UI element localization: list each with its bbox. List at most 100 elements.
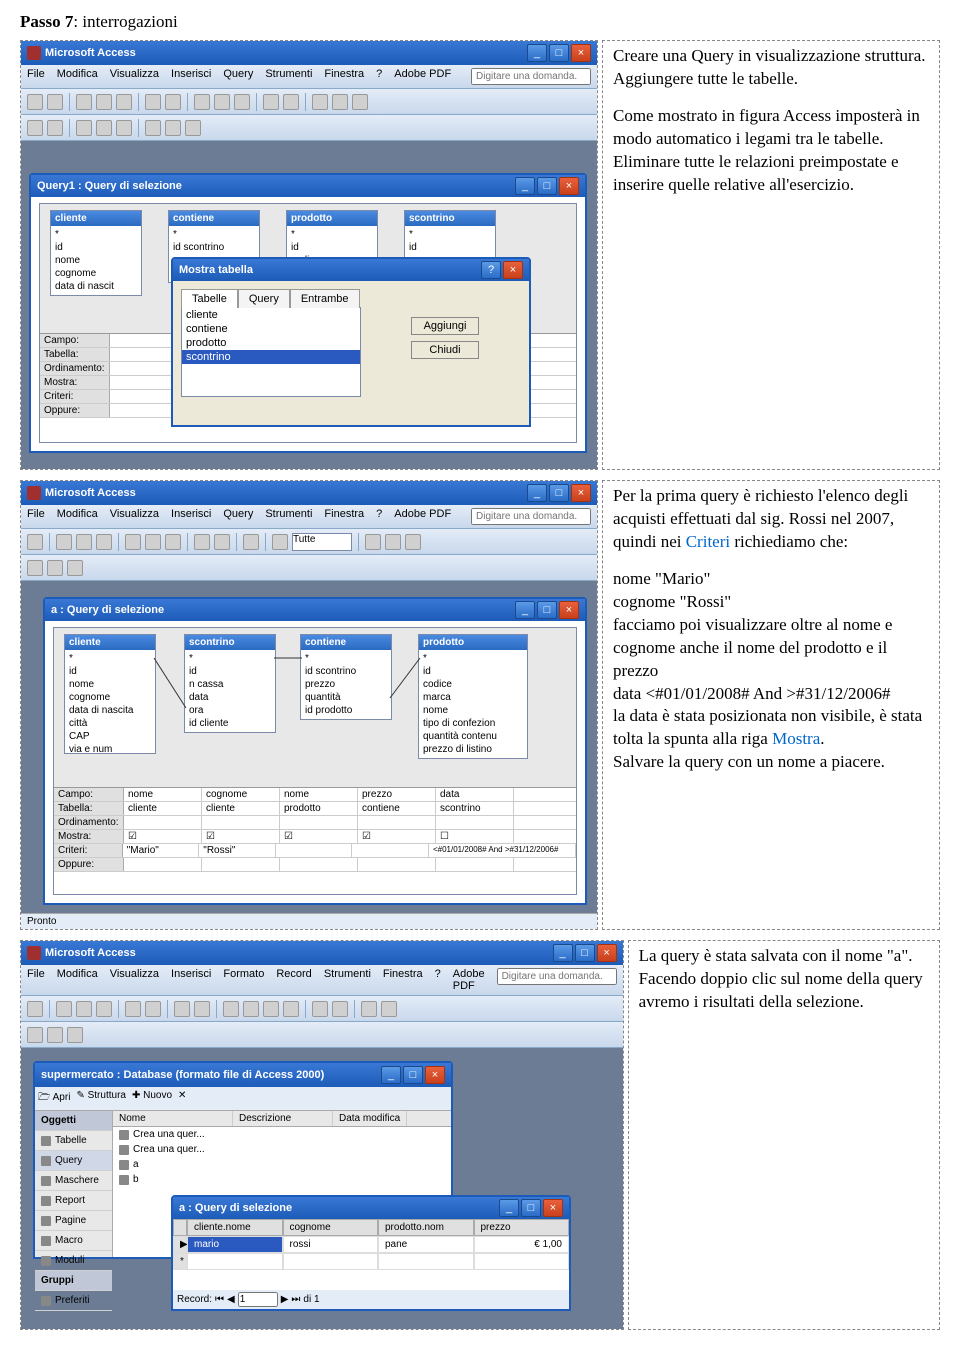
list-item[interactable]: prodotto <box>182 336 360 350</box>
col-header[interactable]: cognome <box>283 1219 379 1236</box>
tb-icon[interactable] <box>56 534 72 550</box>
col-header[interactable]: cliente.nome <box>187 1219 283 1236</box>
close-button[interactable]: × <box>597 944 617 962</box>
menu-window[interactable]: Finestra <box>324 68 364 85</box>
ask-input[interactable] <box>471 68 591 85</box>
minimize-button[interactable]: _ <box>553 944 573 962</box>
db-delete[interactable]: ✕ <box>178 1090 186 1107</box>
tb-icon[interactable] <box>165 534 181 550</box>
minimize-button[interactable]: _ <box>515 177 535 195</box>
tb-icon[interactable] <box>145 1001 161 1017</box>
tb-icon[interactable] <box>27 1001 43 1017</box>
tb-icon[interactable] <box>385 534 401 550</box>
sidebar-pages[interactable]: Pagine <box>35 1211 112 1231</box>
menu-query[interactable]: Query <box>223 508 253 525</box>
add-button[interactable]: Aggiungi <box>411 317 479 335</box>
menu-file[interactable]: File <box>27 508 45 525</box>
maximize-button[interactable]: □ <box>575 944 595 962</box>
db-design[interactable]: ✎ Struttura <box>76 1090 126 1107</box>
maximize-button[interactable]: □ <box>521 1199 541 1217</box>
tb-icon[interactable] <box>125 534 141 550</box>
minimize-button[interactable]: _ <box>499 1199 519 1217</box>
tb-icon[interactable] <box>76 94 92 110</box>
close-button[interactable]: × <box>503 261 523 279</box>
close-button[interactable]: × <box>571 484 591 502</box>
menu-view[interactable]: Visualizza <box>110 68 159 85</box>
close-button[interactable]: × <box>559 601 579 619</box>
tb-icon[interactable] <box>332 1001 348 1017</box>
tb-icon[interactable] <box>47 560 63 576</box>
tb-icon[interactable] <box>47 94 63 110</box>
tb-icon[interactable] <box>223 1001 239 1017</box>
tb-icon[interactable] <box>243 534 259 550</box>
list-item[interactable]: Crea una quer... <box>113 1142 451 1157</box>
tb-icon[interactable] <box>214 534 230 550</box>
tb-icon[interactable] <box>263 94 279 110</box>
tb-icon[interactable] <box>145 120 161 136</box>
maximize-button[interactable]: □ <box>403 1066 423 1084</box>
tb-icon[interactable] <box>96 120 112 136</box>
tb-icon[interactable] <box>116 94 132 110</box>
record-pos[interactable] <box>238 1292 278 1307</box>
menu-window[interactable]: Finestra <box>324 508 364 525</box>
tb-icon[interactable] <box>194 534 210 550</box>
db-new[interactable]: ✚ Nuovo <box>132 1090 172 1107</box>
tb-icon[interactable] <box>96 534 112 550</box>
menu-query[interactable]: Query <box>223 68 253 85</box>
list-item[interactable]: b <box>113 1172 451 1187</box>
maximize-button[interactable]: □ <box>549 44 569 62</box>
list-item[interactable]: cliente <box>182 308 360 322</box>
tab-both[interactable]: Entrambe <box>290 289 360 308</box>
menu-tools[interactable]: Strumenti <box>265 508 312 525</box>
list-item[interactable]: contiene <box>182 322 360 336</box>
tb-icon[interactable] <box>165 120 181 136</box>
tb-icon[interactable] <box>185 120 201 136</box>
tb-icon[interactable] <box>214 94 230 110</box>
menu-file[interactable]: File <box>27 68 45 85</box>
tb-icon[interactable] <box>76 1001 92 1017</box>
minimize-button[interactable]: _ <box>515 601 535 619</box>
tb-icon[interactable] <box>361 1001 377 1017</box>
tb-icon[interactable] <box>76 534 92 550</box>
fieldlist-prodotto[interactable]: prodotto *idcodicemarcanometipo di confe… <box>418 634 528 759</box>
tb-icon[interactable] <box>194 94 210 110</box>
menu-tools[interactable]: Strumenti <box>265 68 312 85</box>
close-button[interactable]: Chiudi <box>411 341 479 359</box>
tb-icon[interactable] <box>312 94 328 110</box>
menu-window[interactable]: Finestra <box>383 968 423 992</box>
maximize-button[interactable]: □ <box>537 601 557 619</box>
help-button[interactable]: ? <box>481 261 501 279</box>
fieldlist-cliente[interactable]: cliente *idnomecognomedata di nascitacit… <box>64 634 156 754</box>
tb-icon[interactable] <box>194 1001 210 1017</box>
tb-icon[interactable] <box>27 94 43 110</box>
menu-edit[interactable]: Modifica <box>57 968 98 992</box>
combo-all[interactable]: Tutte <box>292 533 352 551</box>
tb-icon[interactable] <box>47 120 63 136</box>
tb-icon[interactable] <box>283 1001 299 1017</box>
menu-view[interactable]: Visualizza <box>110 968 159 992</box>
cell[interactable]: mario <box>187 1236 283 1253</box>
tb-icon[interactable] <box>125 1001 141 1017</box>
menu-help[interactable]: ? <box>435 968 441 992</box>
sidebar-reports[interactable]: Report <box>35 1191 112 1211</box>
tab-queries[interactable]: Query <box>238 289 290 308</box>
menu-help[interactable]: ? <box>376 68 382 85</box>
fieldlist-contiene[interactable]: contiene *id scontrinoprezzoquantitàid p… <box>300 634 392 720</box>
minimize-button[interactable]: _ <box>527 44 547 62</box>
sidebar-modules[interactable]: Moduli <box>35 1251 112 1271</box>
tb-icon[interactable] <box>174 1001 190 1017</box>
menu-insert[interactable]: Inserisci <box>171 68 211 85</box>
menu-file[interactable]: File <box>27 968 45 992</box>
tb-icon[interactable] <box>27 560 43 576</box>
tb-icon[interactable] <box>352 94 368 110</box>
menu-edit[interactable]: Modifica <box>57 68 98 85</box>
menu-insert[interactable]: Inserisci <box>171 968 211 992</box>
sidebar-forms[interactable]: Maschere <box>35 1171 112 1191</box>
maximize-button[interactable]: □ <box>537 177 557 195</box>
tb-icon[interactable] <box>27 1027 43 1043</box>
nav-last[interactable]: ⏭ <box>291 1294 300 1305</box>
db-open[interactable]: 🗁 Apri <box>38 1090 70 1107</box>
tb-icon[interactable] <box>76 120 92 136</box>
menu-format[interactable]: Formato <box>223 968 264 992</box>
minimize-button[interactable]: _ <box>527 484 547 502</box>
